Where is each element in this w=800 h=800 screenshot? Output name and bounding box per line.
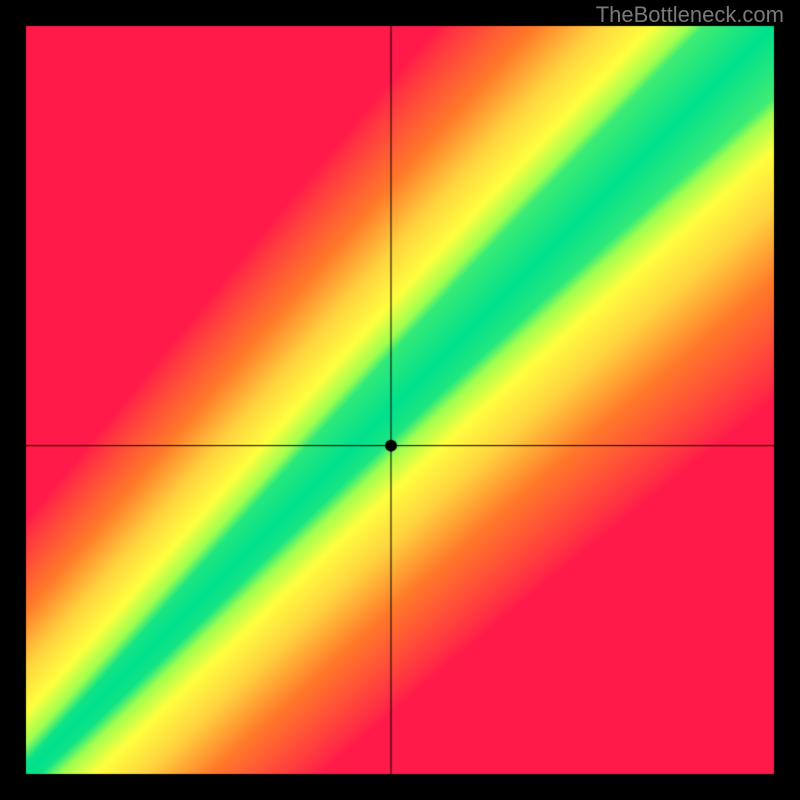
watermark-text: TheBottleneck.com <box>596 2 784 28</box>
bottleneck-heatmap <box>0 0 800 800</box>
